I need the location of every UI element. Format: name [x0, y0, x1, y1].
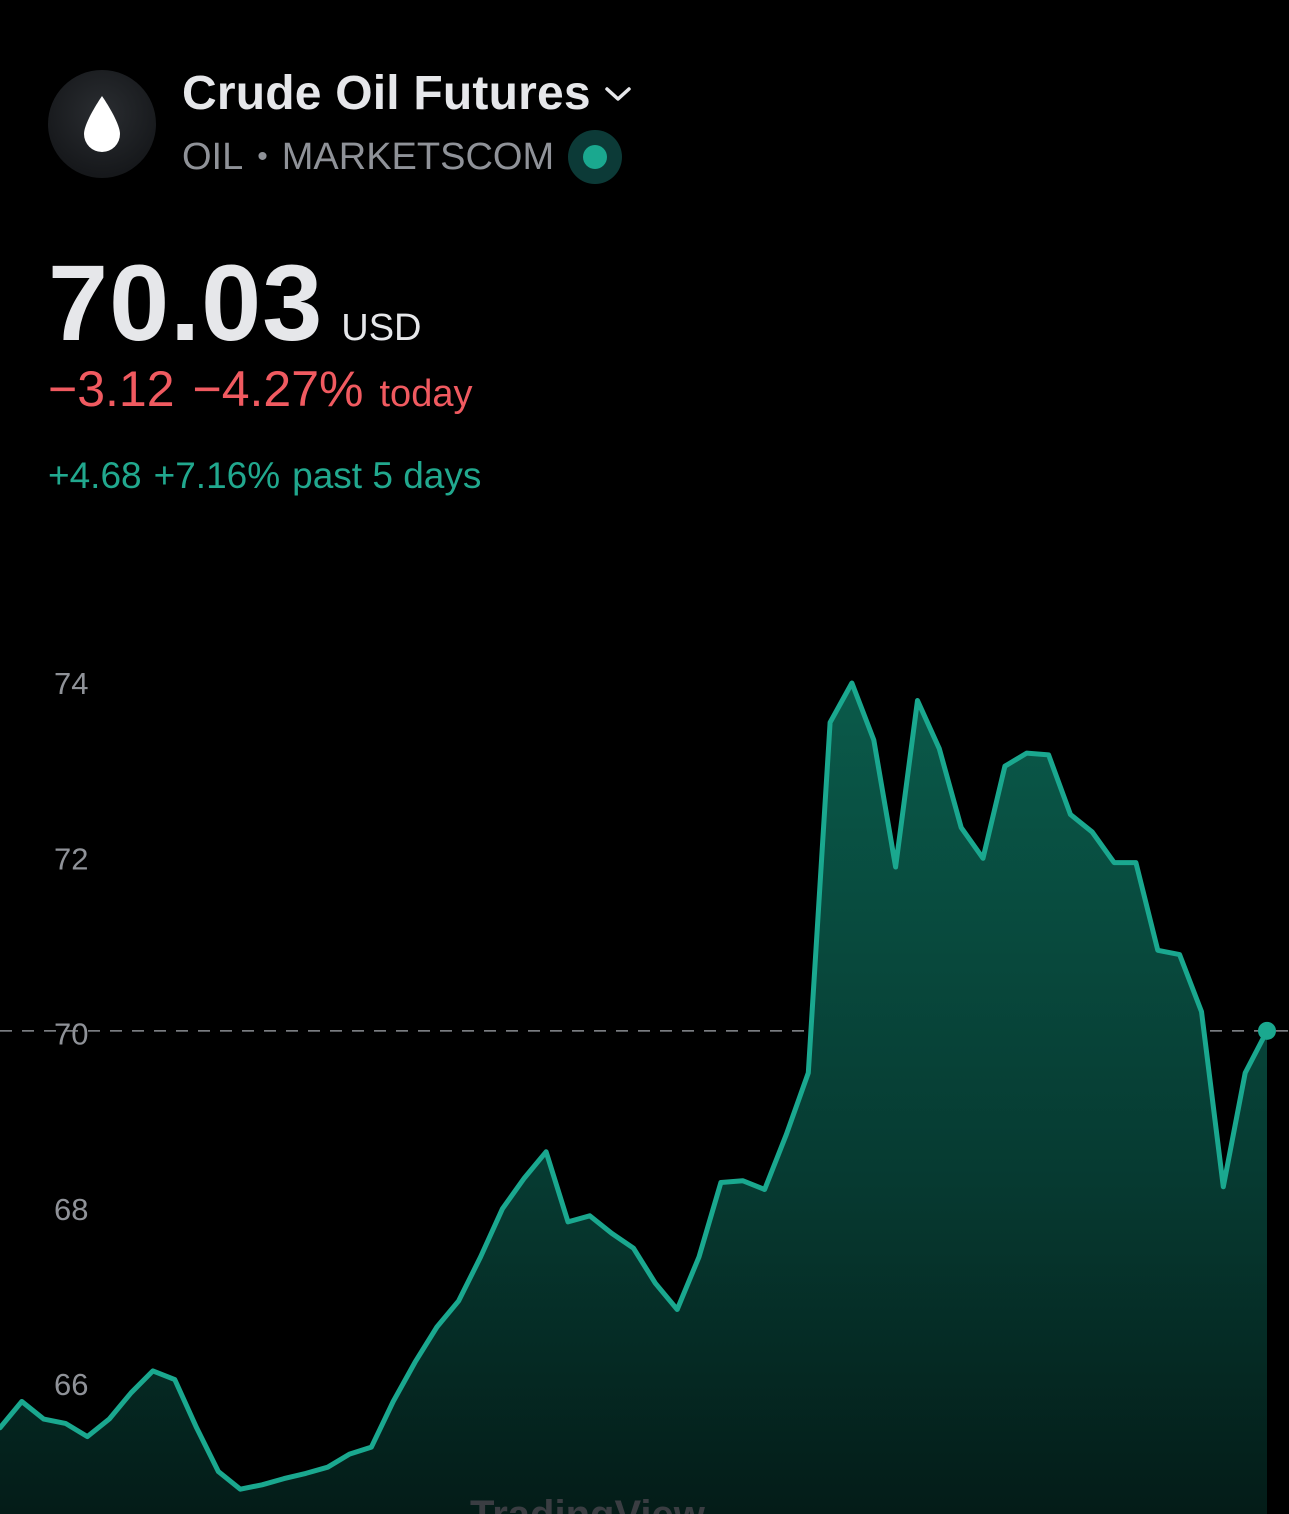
exchange-name: MARKETSCOM: [281, 136, 555, 178]
currency: USD: [341, 307, 422, 349]
y-axis: 74 72 70 68 66: [54, 666, 88, 1402]
title-block: Crude Oil Futures OIL • MARKETSCOM: [182, 64, 633, 184]
oil-drop-icon: [48, 70, 156, 178]
change-5-days: +4.68 +7.16% past 5 days: [48, 455, 481, 497]
tradingview-watermark: TradingView: [470, 1493, 706, 1514]
price-row: 70.03 USD: [48, 240, 422, 365]
market-status-dot: [583, 145, 608, 169]
symbol-selector[interactable]: Crude Oil Futures: [182, 64, 633, 124]
y-tick-label: 72: [54, 841, 88, 876]
y-tick-label: 74: [54, 666, 88, 701]
y-tick-label: 70: [54, 1017, 88, 1052]
separator-dot: •: [257, 140, 268, 173]
symbol-subtitle: OIL • MARKETSCOM: [182, 130, 633, 184]
change-today-abs: −3.12: [48, 361, 175, 417]
last-price-marker[interactable]: [1258, 1021, 1276, 1040]
change-5d-pct: +7.16%: [153, 455, 281, 496]
y-tick-label: 66: [54, 1367, 88, 1402]
price-line: [0, 680, 1270, 1492]
y-tick-label: 68: [54, 1192, 88, 1227]
symbol-header: Crude Oil Futures OIL • MARKETSCOM: [48, 64, 633, 184]
price-area: [0, 683, 1267, 1514]
symbol-code: OIL: [182, 136, 244, 178]
change-5d-label: past 5 days: [292, 455, 482, 496]
page-title: Crude Oil Futures: [182, 67, 591, 120]
chevron-down-icon[interactable]: [603, 84, 633, 104]
change-today-pct: −4.27%: [192, 361, 364, 417]
market-status-icon: [568, 130, 623, 184]
change-today-label: today: [379, 373, 473, 415]
change-5d-abs: +4.68: [48, 455, 142, 496]
change-today: −3.12 −4.27% today: [48, 360, 472, 418]
last-price: 70.03: [48, 242, 324, 363]
